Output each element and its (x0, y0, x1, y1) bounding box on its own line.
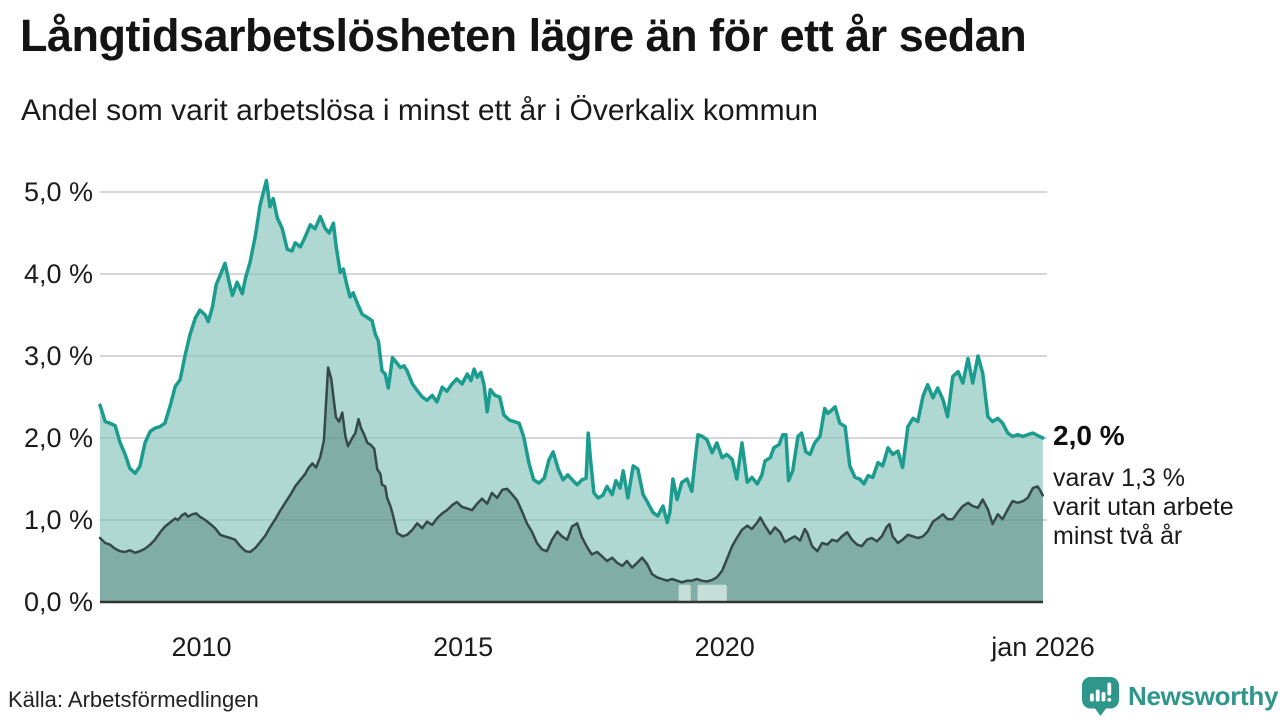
y-tick-label: 3,0 % (23, 341, 93, 371)
y-tick-label: 1,0 % (23, 505, 93, 535)
source-note: Källa: Arbetsförmedlingen (8, 687, 259, 712)
y-tick-label: 2,0 % (23, 423, 93, 453)
y-tick-label: 4,0 % (23, 259, 93, 289)
x-tick-label: 2020 (694, 632, 755, 662)
end-annotation: 2,0 % varav 1,3 % varit utan arbete mins… (1053, 420, 1234, 551)
missing-data-span (697, 584, 727, 602)
chart-subtitle: Andel som varit arbetslösa i minst ett å… (21, 94, 818, 127)
end-value-label: 2,0 % (1053, 420, 1125, 451)
newsworthy-icon (1082, 677, 1119, 716)
end-note-label: varav 1,3 % varit utan arbete minst två … (1053, 464, 1234, 550)
y-tick-label: 0,0 % (23, 587, 93, 617)
series-line-minst-ett-ar (98, 178, 1045, 525)
newsworthy-wordmark: Newsworthy (1128, 681, 1279, 711)
x-tick-label: jan 2026 (991, 632, 1095, 662)
missing-data-span (678, 584, 691, 602)
series-area-minst-tva-ar (100, 367, 1043, 602)
x-tick-label: 2015 (433, 632, 494, 662)
chart-title: Långtidsarbetslösheten lägre än för ett … (20, 10, 1027, 61)
x-tick-label: 2010 (171, 632, 232, 662)
newsworthy-logo: Newsworthy (1080, 676, 1278, 717)
y-tick-label: 5,0 % (23, 177, 93, 207)
series-line-minst-tva-ar (98, 366, 1045, 584)
